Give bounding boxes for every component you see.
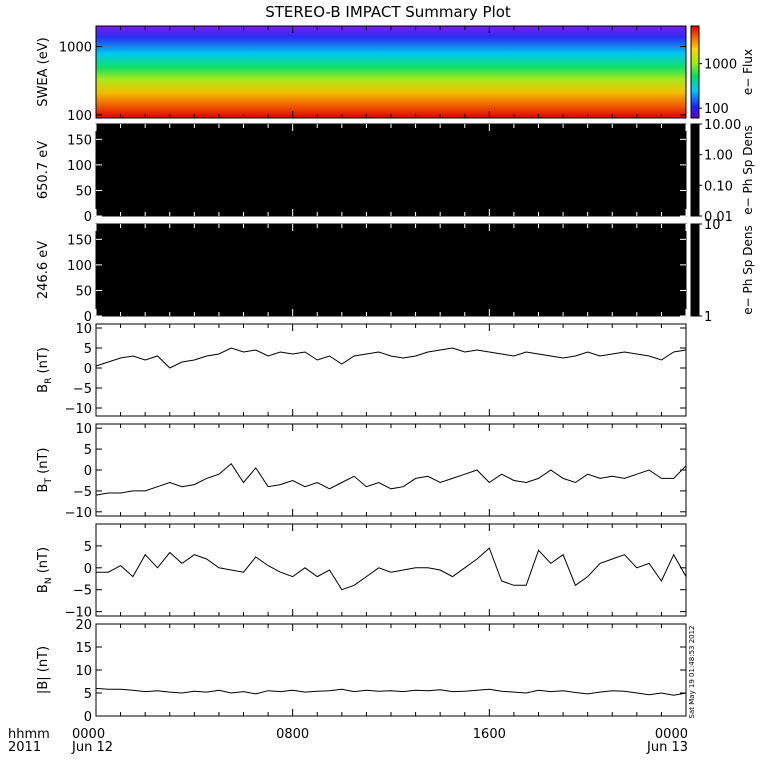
time-tick-date: Jun 12: [71, 740, 113, 755]
colorbar-tick-label: 1000: [704, 58, 737, 73]
panel-swea: 1000 100 SWEA (eV) 1000 100 e− Flux: [36, 25, 755, 124]
colorbar-label: e− Flux: [741, 49, 755, 95]
colorbar-tick-label: 0.01: [704, 210, 733, 225]
time-axis-row-label: hhmm: [8, 727, 50, 742]
plot-frame: [95, 523, 687, 617]
series-line-br: [95, 347, 687, 369]
y-tick-label: 10: [75, 322, 92, 337]
y-tick-label: 0: [84, 562, 92, 577]
y-tick-label: 0: [84, 464, 92, 479]
y-tick-label: 5: [84, 342, 92, 357]
y-tick-label: 1000: [59, 41, 92, 56]
colorbar: [690, 25, 700, 119]
y-axis-label: |B| (nT): [36, 646, 51, 694]
time-tick-label: 1600: [473, 727, 506, 742]
y-tick-label: 100: [67, 259, 92, 274]
series-line-bmag: [95, 687, 687, 696]
y-tick-label: 5: [84, 443, 92, 458]
y-tick-label: 5: [84, 687, 92, 702]
y-tick-label: 150: [67, 133, 92, 148]
y-tick-label: −10: [65, 402, 92, 417]
time-tick-label: 0000: [655, 727, 688, 742]
colorbar: [690, 123, 700, 217]
y-tick-label: 0: [84, 362, 92, 377]
plot-frame: [95, 623, 687, 717]
panel-pad246: 150 100 50 0 246.6 eV 10 1 e− Ph Sp Dens: [36, 218, 755, 325]
colorbar-tick-label: 10: [704, 218, 721, 233]
y-tick-label: 5: [84, 540, 92, 555]
panel-br: 10 5 0 −5 −10 BR (nT): [36, 322, 687, 417]
y-tick-label: 10: [75, 422, 92, 437]
y-tick-label: 10: [75, 664, 92, 679]
y-tick-label: −5: [73, 584, 92, 599]
panel-bn: 5 0 −5 −10 BN (nT): [36, 523, 687, 621]
series-line-bt: [95, 462, 687, 496]
y-tick-label: 0: [84, 310, 92, 325]
time-tick-label: 0000: [72, 727, 105, 742]
colorbar-label: e− Ph Sp Dens: [741, 125, 755, 214]
y-tick-label: 150: [67, 233, 92, 248]
colorbar-label: e− Ph Sp Dens: [741, 225, 755, 314]
y-axis-label: 246.6 eV: [36, 241, 51, 299]
y-tick-label: 50: [75, 184, 92, 199]
panel-bt: 10 5 0 −5 −10 BT (nT): [36, 422, 687, 521]
pad246-spectrogram: [95, 223, 687, 317]
swea-spectrogram: [95, 25, 687, 119]
panel-pad650: 150 100 50 0 650.7 eV 10.00 1.00 0.10 0.01 e− Ph…: [36, 118, 755, 225]
colorbar-tick-label: 0.10: [704, 179, 733, 194]
y-axis-label: BN (nT): [36, 547, 54, 593]
plot-title: STEREO-B IMPACT Summary Plot: [265, 3, 511, 21]
y-tick-label: −10: [65, 506, 92, 521]
colorbar-tick-label: 100: [704, 102, 729, 117]
y-tick-label: 100: [67, 159, 92, 174]
colorbar-tick-label: 10.00: [704, 118, 741, 133]
y-axis-label: BT (nT): [36, 448, 54, 493]
series-line-bn: [96, 547, 687, 591]
y-tick-label: 20: [75, 618, 92, 633]
y-tick-label: 0: [84, 710, 92, 725]
y-tick-label: 0: [84, 210, 92, 225]
panel-bmag: 20 15 10 5 0 |B| (nT): [36, 618, 687, 725]
y-tick-label: 50: [75, 284, 92, 299]
y-tick-label: −5: [73, 382, 92, 397]
y-tick-label: 15: [75, 641, 92, 656]
colorbar-tick-label: 1: [704, 310, 712, 325]
y-axis-label: 650.7 eV: [36, 141, 51, 199]
time-axis-year-label: 2011: [8, 740, 41, 755]
plot-frame: [95, 423, 687, 517]
y-axis-label: BR (nT): [36, 347, 54, 393]
time-tick-label: 0800: [276, 727, 309, 742]
colorbar: [690, 223, 700, 317]
y-tick-label: −10: [65, 606, 92, 621]
pad650-spectrogram: [95, 123, 687, 217]
plot-frame: [95, 323, 687, 417]
y-tick-label: 100: [67, 109, 92, 124]
colorbar-tick-label: 1.00: [704, 149, 733, 164]
y-axis-label: SWEA (eV): [36, 37, 51, 106]
time-tick-date: Jun 13: [646, 740, 688, 755]
y-tick-label: −5: [73, 485, 92, 500]
generation-timestamp: Sat May 19 01:48:53 2012: [688, 625, 696, 718]
